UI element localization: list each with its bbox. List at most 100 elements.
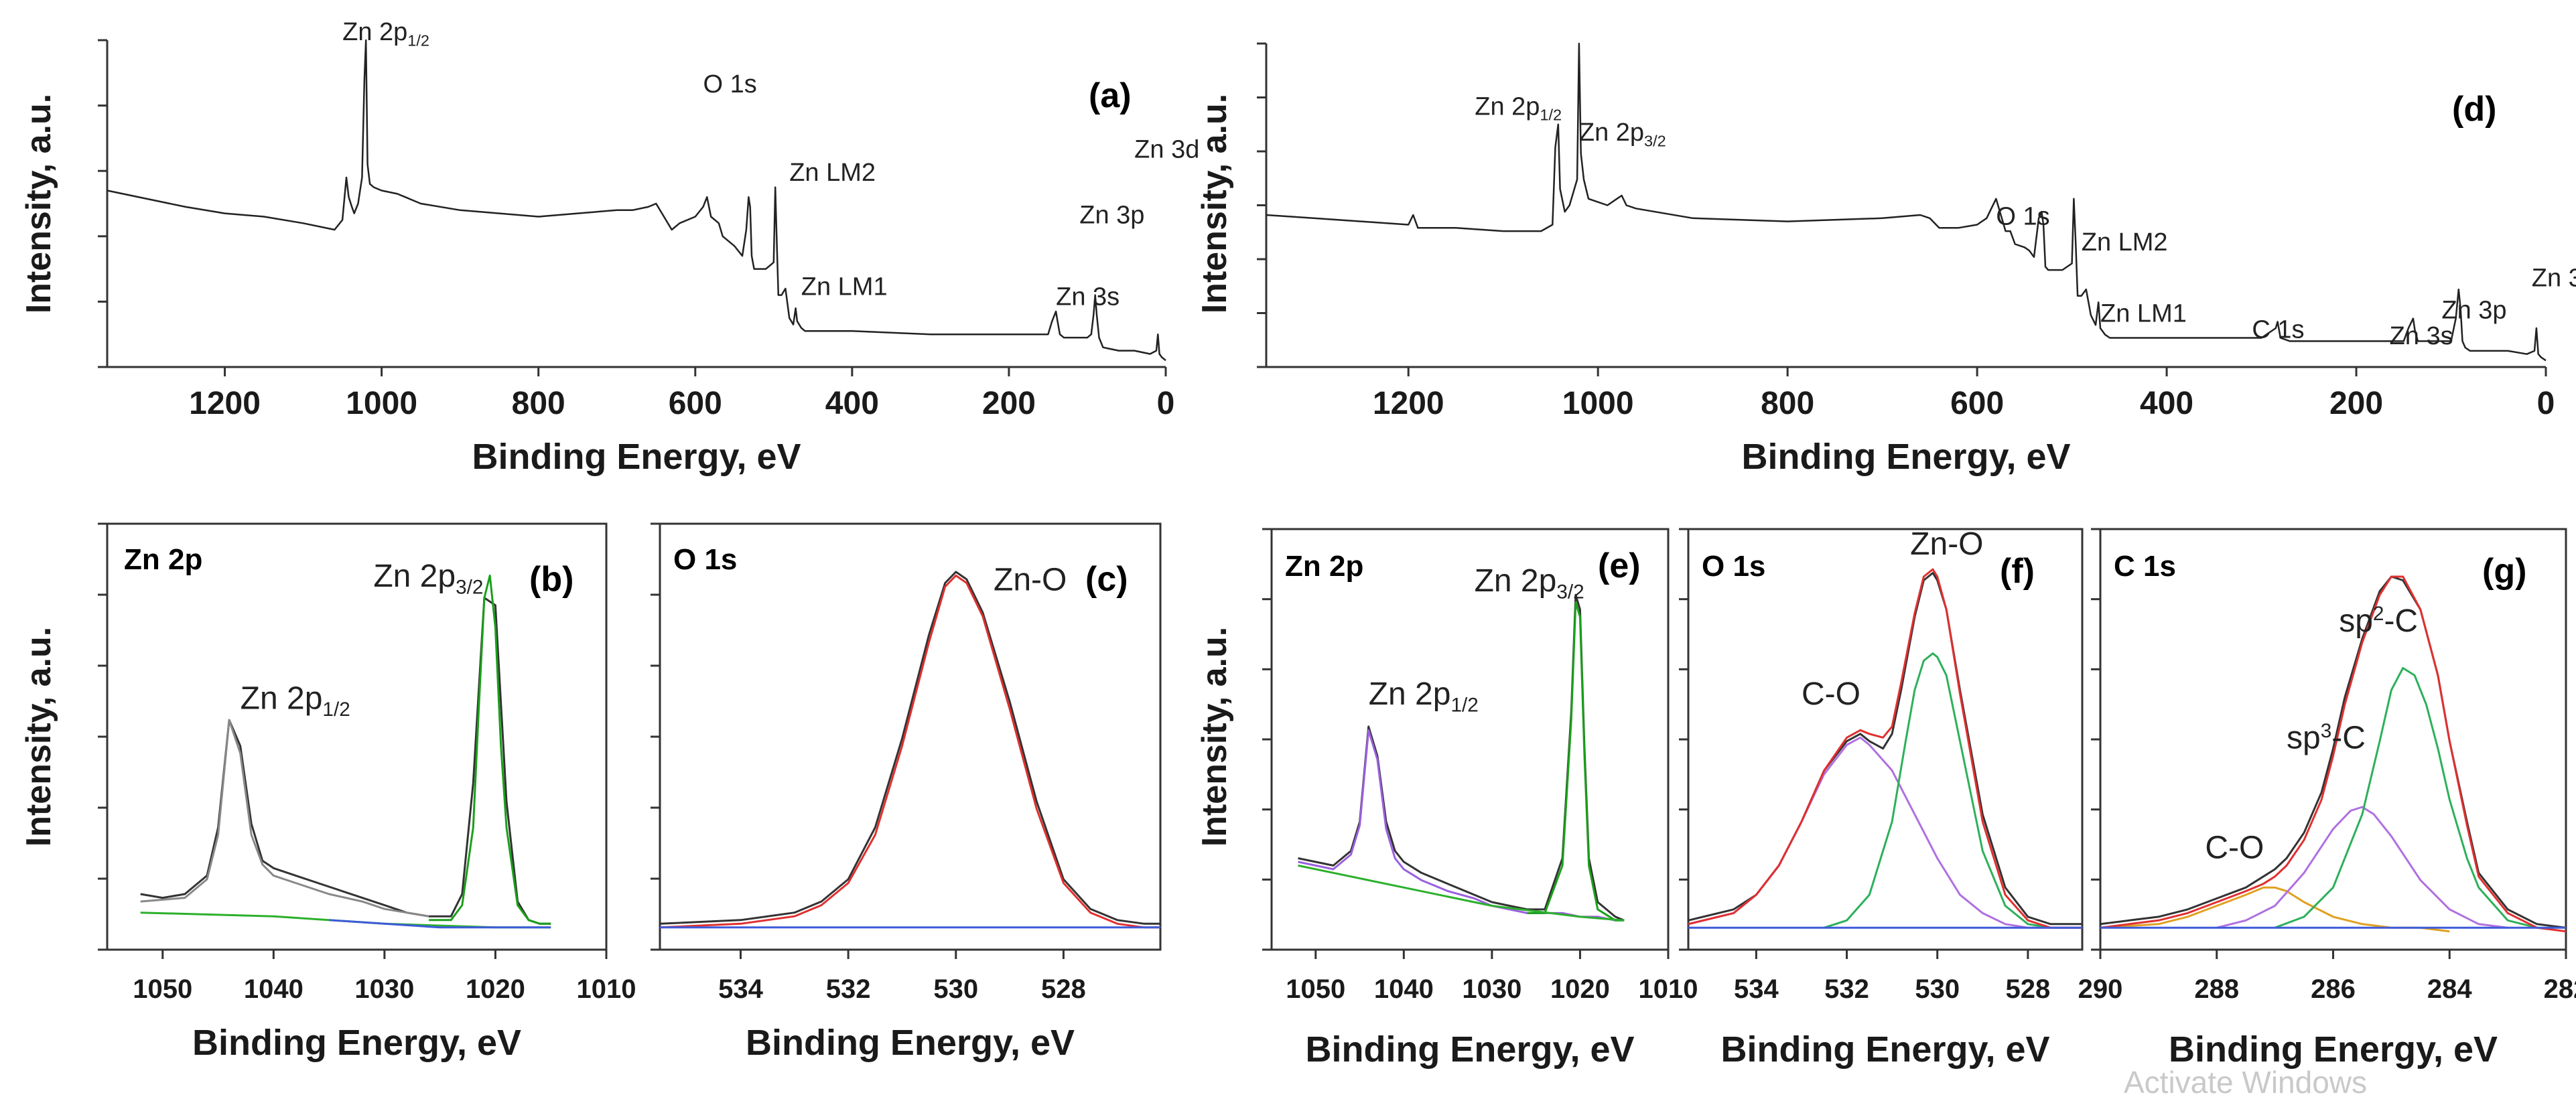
y-axis-label: Intensity, a.u. bbox=[1195, 627, 1234, 847]
peak-annotation: Zn 3d bbox=[1134, 136, 1199, 164]
x-tick-label: 200 bbox=[2329, 386, 2383, 421]
x-axis-label: Binding Energy, eV bbox=[746, 1023, 1075, 1063]
panel-title: O 1s bbox=[673, 543, 737, 576]
x-tick-label: 0 bbox=[1157, 386, 1175, 421]
x-tick-label: 800 bbox=[512, 386, 565, 421]
x-axis-label: Binding Energy, eV bbox=[472, 437, 801, 477]
peak-annotation: Zn 2p3/2 bbox=[373, 559, 483, 599]
peak-annotation: sp3-C bbox=[2287, 720, 2366, 756]
series-line-background bbox=[140, 911, 551, 929]
x-tick-label: 1040 bbox=[1374, 974, 1434, 1004]
peak-annotation: O 1s bbox=[1996, 202, 2049, 230]
chart-panel-d: 1200 1000 800 600 400 200 0 Binding Energy, eV I… bbox=[1195, 42, 2576, 477]
panel-title: Zn 2p bbox=[124, 543, 202, 576]
x-axis-label: Binding Energy, eV bbox=[1741, 437, 2070, 477]
x-tick-label: 288 bbox=[2194, 974, 2239, 1004]
series-line-survey bbox=[1266, 42, 2547, 362]
chart-panel-f: 534 532 530 528 Binding Energy, eV (f) O 1s C-O… bbox=[1679, 526, 2084, 1070]
panel-label: (d) bbox=[2452, 90, 2496, 129]
panel-label: (e) bbox=[1598, 546, 1641, 585]
chart-panel-g: 290 288 286 284 282 Binding Energy, eV (g) C 1s… bbox=[2078, 528, 2576, 1070]
y-axis-label: Intensity, a.u. bbox=[19, 627, 58, 847]
peak-annotation: Zn-O bbox=[1910, 526, 1983, 562]
x-axis-label: Binding Energy, eV bbox=[1720, 1029, 2049, 1070]
y-axis-label: Intensity, a.u. bbox=[1195, 94, 1234, 313]
series-line-experimental bbox=[1688, 572, 2082, 926]
peak-annotation: Zn 3s bbox=[2390, 322, 2453, 350]
peak-annotation: Zn 2p3/2 bbox=[1579, 119, 1666, 149]
x-tick-label: 800 bbox=[1761, 386, 1814, 421]
y-axis-label: Intensity, a.u. bbox=[19, 94, 58, 313]
x-tick-label: 1000 bbox=[1562, 386, 1634, 421]
peak-annotation: Zn 2p1/2 bbox=[1369, 676, 1479, 717]
x-axis-label: Binding Energy, eV bbox=[2169, 1029, 2498, 1070]
x-tick-label: 530 bbox=[933, 974, 978, 1004]
x-tick-label: 1000 bbox=[346, 386, 417, 421]
peak-annotation: Zn LM1 bbox=[801, 273, 888, 301]
x-tick-label: 1200 bbox=[189, 386, 261, 421]
x-tick-label: 0 bbox=[2537, 386, 2555, 421]
plot-frame bbox=[1270, 528, 1670, 951]
x-tick-label: 528 bbox=[1041, 974, 1086, 1004]
peak-annotation: Zn 3d bbox=[2532, 264, 2576, 292]
x-tick-label: 1040 bbox=[244, 974, 303, 1004]
peak-annotation: Zn 3p bbox=[2441, 297, 2506, 325]
plot-frame bbox=[1687, 528, 2084, 951]
panel-title: O 1s bbox=[1702, 550, 1765, 583]
panel-label: (a) bbox=[1089, 76, 1132, 115]
peak-annotation: Zn 3s bbox=[1056, 283, 1120, 311]
x-tick-label: 282 bbox=[2544, 974, 2576, 1004]
x-tick-label: 532 bbox=[1824, 974, 1869, 1004]
chart-panel-c: 534 532 530 528 Binding Energy, eV (c) O 1s Zn-… bbox=[651, 522, 1162, 1063]
peak-annotation: O 1s bbox=[703, 70, 756, 98]
series-line-zn-o-fit bbox=[1824, 652, 2051, 929]
series-line-sp2-c-fit bbox=[2275, 667, 2537, 929]
series-line-background bbox=[1298, 864, 1625, 922]
x-tick-label: 400 bbox=[2140, 386, 2193, 421]
panel-title: C 1s bbox=[2114, 550, 2176, 583]
chart-panel-a: 1200 1000 800 600 400 200 0 Binding Energy, eV I… bbox=[19, 18, 1199, 477]
peak-annotation: Zn 2p1/2 bbox=[342, 18, 429, 49]
series-line-background2 bbox=[329, 919, 551, 929]
x-tick-label: 600 bbox=[669, 386, 722, 421]
x-tick-label: 1010 bbox=[577, 974, 636, 1004]
peak-annotation: Zn 2p3/2 bbox=[1475, 563, 1584, 603]
series-line-experimental bbox=[140, 597, 551, 925]
x-tick-label: 534 bbox=[1734, 974, 1779, 1004]
series-line-zn-2p1-2-fit bbox=[140, 719, 429, 918]
series-line-envelope bbox=[1688, 568, 2082, 929]
x-tick-label: 528 bbox=[2006, 974, 2051, 1004]
panel-label: (c) bbox=[1085, 560, 1128, 599]
peak-annotation: C-O bbox=[1802, 676, 1860, 712]
x-tick-label: 530 bbox=[1915, 974, 1960, 1004]
peak-annotation: Zn 2p1/2 bbox=[1475, 92, 1562, 123]
series-line-zn-o-fit bbox=[659, 574, 1160, 929]
panel-title: Zn 2p bbox=[1285, 550, 1363, 583]
x-tick-label: 1020 bbox=[1550, 974, 1610, 1004]
x-tick-label: 286 bbox=[2311, 974, 2356, 1004]
peak-annotation: Zn LM2 bbox=[789, 159, 876, 187]
peak-annotation: Zn 2p1/2 bbox=[241, 681, 350, 721]
series-line-survey bbox=[107, 39, 1166, 362]
x-tick-label: 1030 bbox=[354, 974, 414, 1004]
peak-annotation: Zn LM1 bbox=[2100, 299, 2187, 327]
panel-label: (b) bbox=[529, 560, 573, 599]
x-tick-label: 532 bbox=[826, 974, 871, 1004]
x-tick-label: 1020 bbox=[466, 974, 525, 1004]
series-line-envelope bbox=[2100, 575, 2567, 933]
chart-panel-b: 1050 1040 1030 1020 1010 Binding Energy, eV In… bbox=[19, 522, 636, 1063]
peak-annotation: sp2-C bbox=[2339, 603, 2418, 639]
series-line-zn-2p1-2-fit bbox=[1298, 729, 1625, 922]
panel-label: (f) bbox=[2000, 552, 2035, 591]
peak-annotation: C-O bbox=[2205, 830, 2264, 865]
x-tick-label: 534 bbox=[718, 974, 763, 1004]
x-tick-label: 600 bbox=[1950, 386, 2004, 421]
x-tick-label: 1010 bbox=[1639, 974, 1698, 1004]
x-tick-label: 284 bbox=[2427, 974, 2472, 1004]
series-line-c-o-fit bbox=[2100, 886, 2450, 933]
x-tick-label: 1200 bbox=[1373, 386, 1444, 421]
x-axis-label: Binding Energy, eV bbox=[1305, 1029, 1634, 1070]
x-tick-label: 400 bbox=[825, 386, 879, 421]
